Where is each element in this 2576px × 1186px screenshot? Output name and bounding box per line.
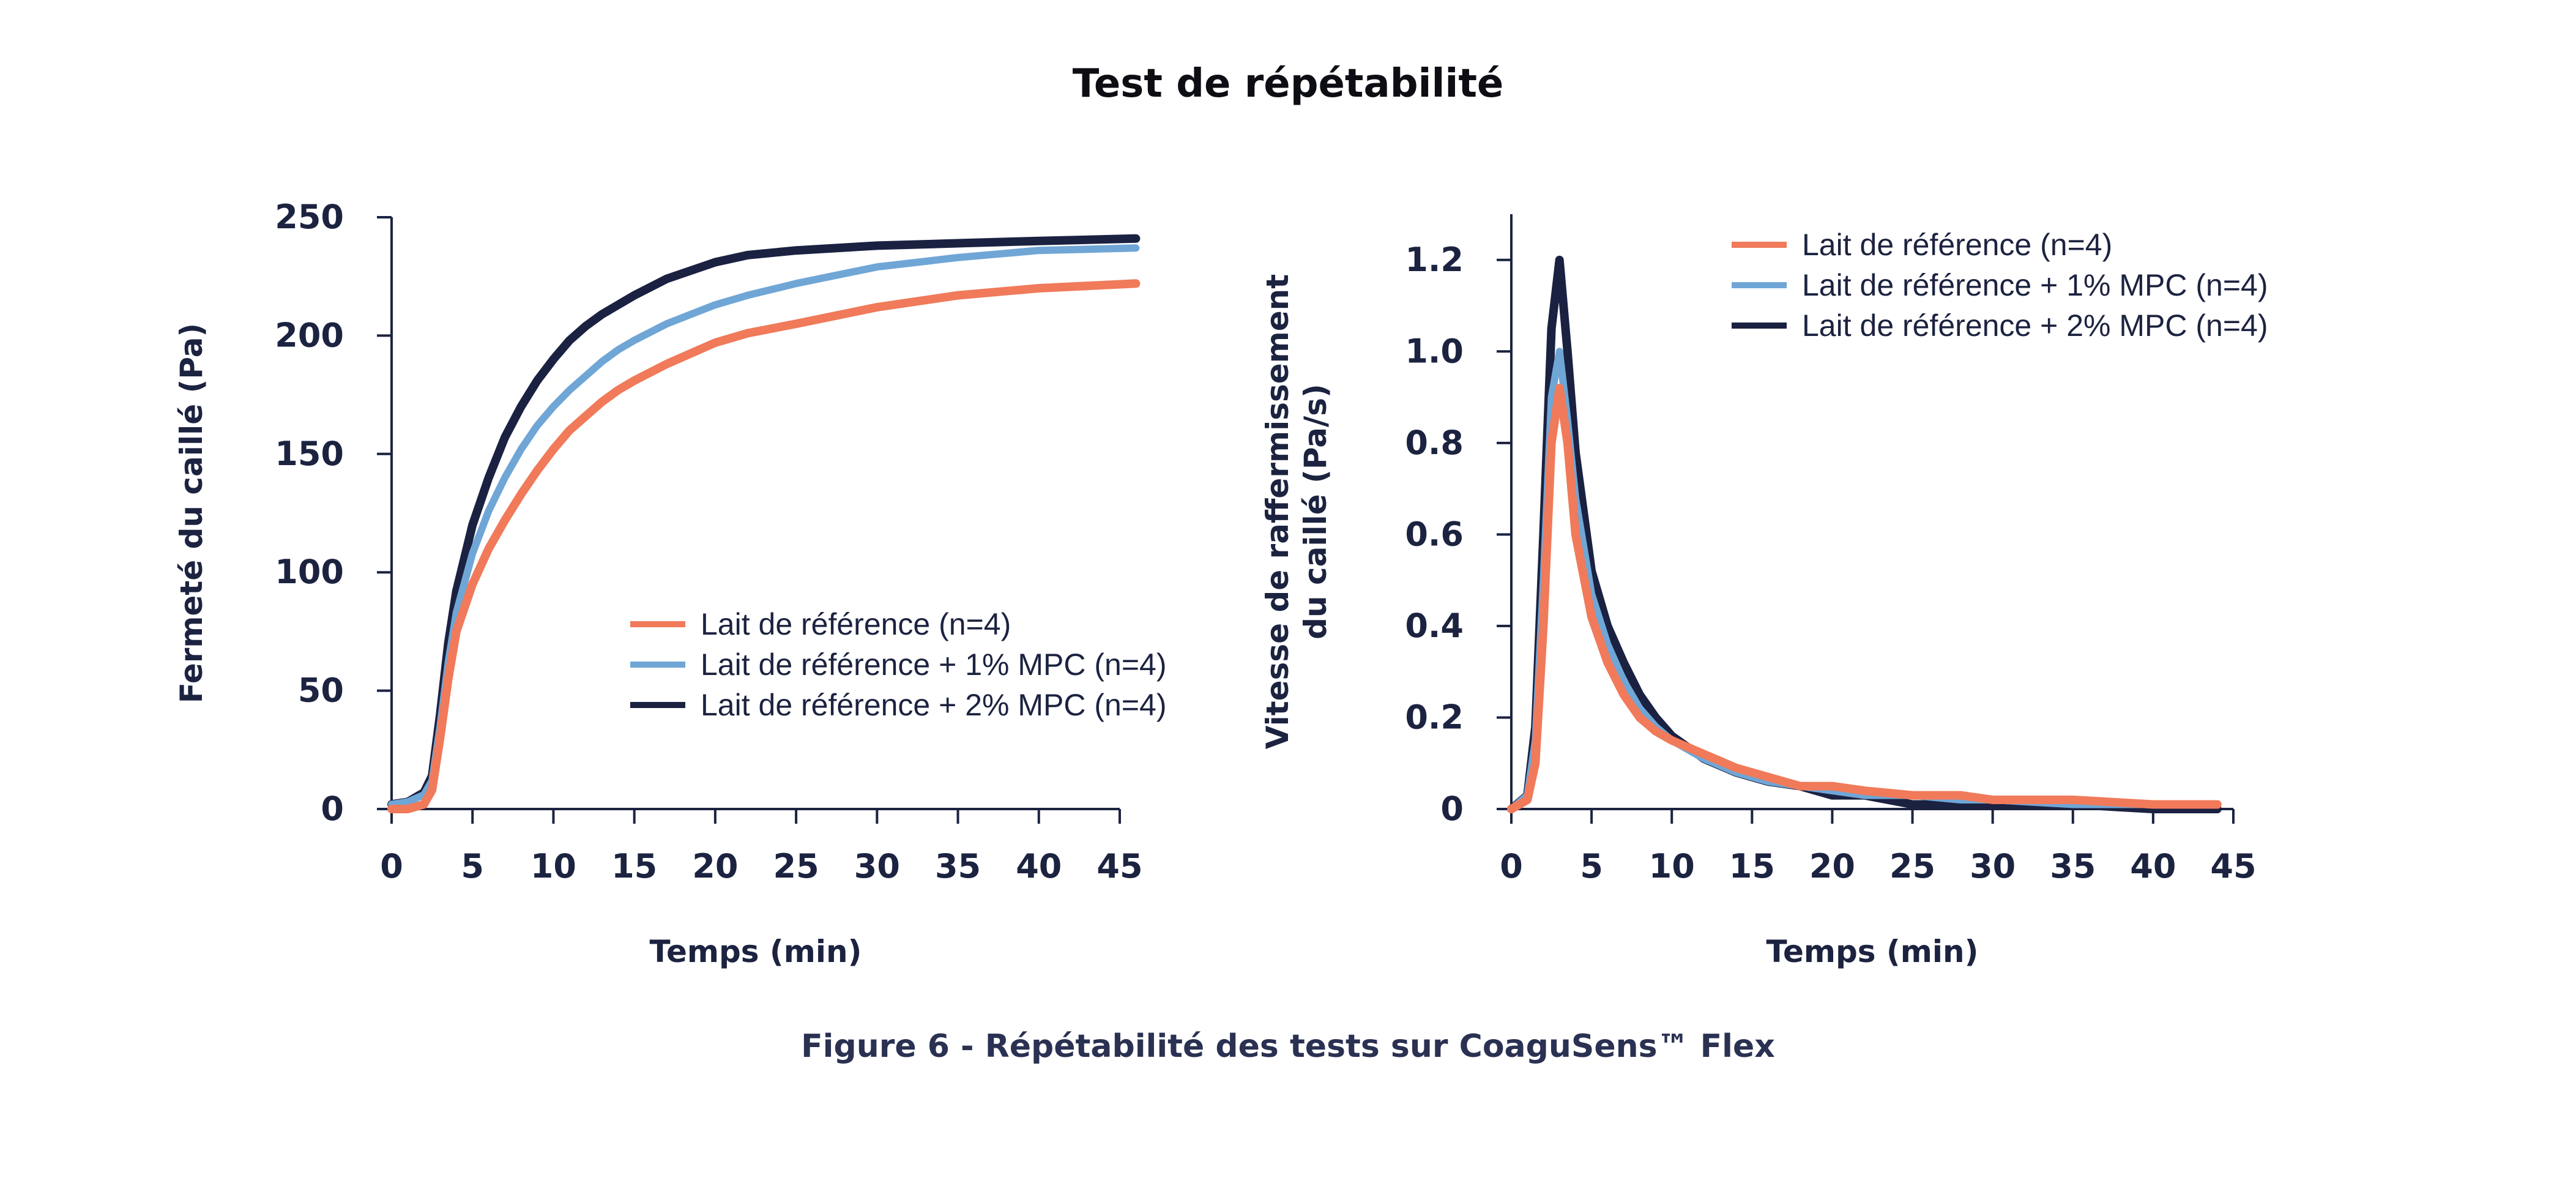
y-tick-label: 0 xyxy=(1440,789,1464,828)
legend: Lait de référence (n=4) Lait de référence… xyxy=(630,607,1167,722)
x-tick-label: 10 xyxy=(530,847,576,886)
x-axis-title: Temps (min) xyxy=(1766,934,1979,969)
y-tick-label: 150 xyxy=(275,434,344,473)
x-tick-label: 40 xyxy=(1016,847,1062,886)
figure-caption: Figure 6 - Répétabilité des tests sur Co… xyxy=(801,1028,1775,1065)
y-tick-label: 0.2 xyxy=(1405,698,1464,736)
chart-2: 0 5 10 15 20 25 30 35 40 45 0 0.2 0.4 0.6 0.8 1.0 1.2 Tem… xyxy=(1260,214,2268,969)
y-axis-title-line: du caillé (Pa/s) xyxy=(1298,384,1333,640)
x-tick-label: 0 xyxy=(1500,847,1523,886)
legend-label: Lait de référence (n=4) xyxy=(1802,228,2112,262)
x-axis-title: Temps (min) xyxy=(650,934,862,969)
legend-label: Lait de référence + 1% MPC (n=4) xyxy=(701,647,1167,682)
x-tick-label: 45 xyxy=(1096,847,1142,886)
x-tick-label: 35 xyxy=(2050,847,2096,886)
legend-label: Lait de référence (n=4) xyxy=(701,607,1011,641)
y-tick-label: 0.8 xyxy=(1405,423,1464,462)
x-tick-label: 35 xyxy=(935,847,981,886)
legend-label: Lait de référence + 2% MPC (n=4) xyxy=(701,688,1167,722)
chart-main-title: Test de répétabilité xyxy=(1072,61,1504,106)
series-line-reference xyxy=(1507,384,2222,813)
y-tick-label: 100 xyxy=(275,553,344,591)
x-tick-label: 20 xyxy=(692,847,738,886)
x-tick-label: 5 xyxy=(461,847,484,886)
series-line-mpc1 xyxy=(1508,348,2221,813)
x-tick-label: 20 xyxy=(1809,847,1855,886)
y-tick-label: 250 xyxy=(275,198,344,236)
x-tick-label: 25 xyxy=(1889,847,1935,886)
y-tick-label: 0.6 xyxy=(1405,515,1464,553)
y-tick-label: 1.2 xyxy=(1405,241,1464,279)
x-tick-label: 15 xyxy=(1729,847,1775,886)
x-tick-label: 40 xyxy=(2130,847,2176,886)
chart-1: 0 5 10 15 20 25 30 35 40 45 0 50 100 150 200 250 Temps (… xyxy=(174,198,1167,969)
y-tick-label: 0 xyxy=(321,789,344,828)
x-tick-label: 45 xyxy=(2210,847,2256,886)
y-tick-label: 1.0 xyxy=(1405,332,1464,370)
y-tick-label: 0.4 xyxy=(1405,606,1464,645)
y-tick-label: 200 xyxy=(275,316,344,354)
x-tick-label: 5 xyxy=(1580,847,1603,886)
legend-label: Lait de référence + 2% MPC (n=4) xyxy=(1802,308,2268,343)
series-line-mpc2 xyxy=(1507,255,2222,813)
y-axis-title-line: Vitesse de raffermissement xyxy=(1260,274,1295,749)
x-tick-label: 30 xyxy=(854,847,900,886)
series-line-reference xyxy=(387,279,1141,813)
y-tick-label: 50 xyxy=(298,671,344,710)
x-tick-label: 30 xyxy=(1970,847,2016,886)
x-tick-label: 0 xyxy=(380,847,403,886)
y-axis-title: Fermeté du caillé (Pa) xyxy=(174,323,209,704)
x-tick-label: 25 xyxy=(773,847,819,886)
legend-label: Lait de référence + 1% MPC (n=4) xyxy=(1802,268,2268,302)
x-tick-label: 15 xyxy=(611,847,657,886)
x-tick-label: 10 xyxy=(1649,847,1695,886)
y-axis-title: Vitesse de raffermissementdu caillé (Pa/… xyxy=(1260,274,1333,749)
legend: Lait de référence (n=4) Lait de référence… xyxy=(1732,228,2268,343)
